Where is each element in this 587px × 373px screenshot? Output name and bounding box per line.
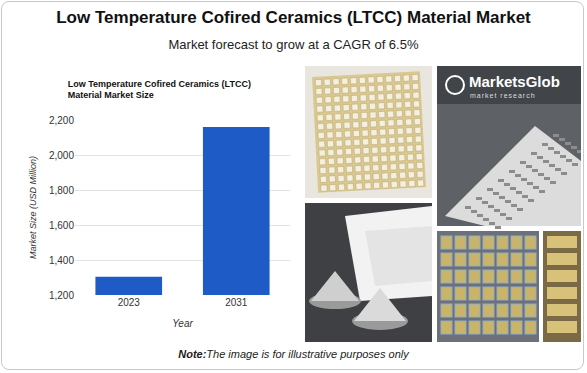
svg-text:2,200: 2,200 (49, 115, 74, 126)
svg-text:MarketsGlob: MarketsGlob (469, 73, 560, 90)
svg-text:Low Temperature Cofired Cerami: Low Temperature Cofired Ceramics (LTCC)M… (68, 79, 251, 101)
svg-text:1,800: 1,800 (49, 185, 74, 196)
html-text:Low Temperature Cofired Cerami: Low Temperature Cofired Ceramics (LTCC) … (56, 8, 531, 27)
svg-text:2023: 2023 (118, 297, 141, 308)
svg-text:Market Size (USD Million): Market Size (USD Million) (28, 156, 38, 259)
svg-text:market research: market research (470, 92, 536, 99)
svg-text:2,000: 2,000 (49, 150, 74, 161)
svg-text:1,200: 1,200 (49, 290, 74, 301)
svg-text:2031: 2031 (225, 297, 248, 308)
svg-text:Year: Year (172, 318, 193, 329)
svg-text:1,400: 1,400 (49, 255, 74, 266)
svg-text:1,600: 1,600 (49, 220, 74, 231)
html-text:Market forecast to grow at a C: Market forecast to grow at a CAGR of 6.5… (168, 37, 419, 52)
html-text:Note: The image is for illustr: Note: The image is for illustrative purp… (178, 348, 409, 360)
